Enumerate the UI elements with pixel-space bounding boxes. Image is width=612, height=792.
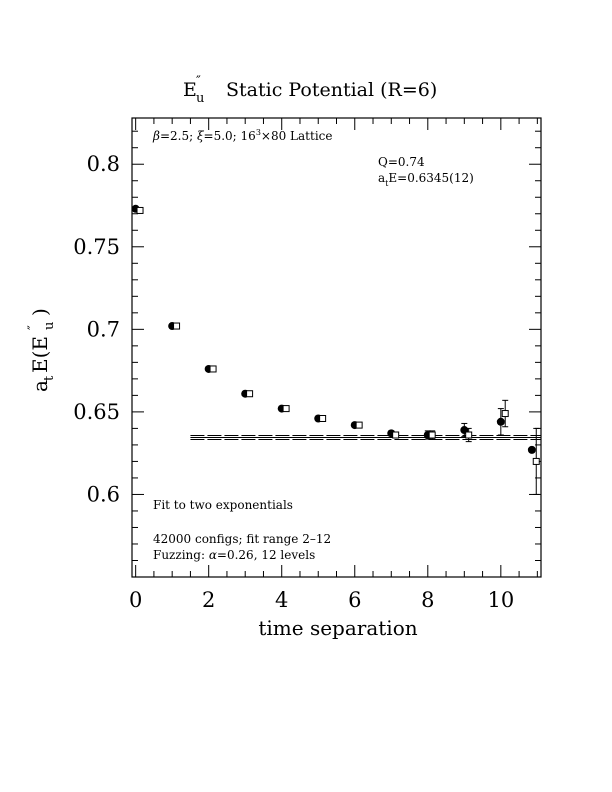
data-point-square bbox=[136, 206, 144, 214]
x-tick-label: 8 bbox=[421, 588, 434, 612]
data-point-circle bbox=[527, 445, 536, 454]
title-main: E bbox=[183, 79, 197, 101]
fuzzing-post: =0.26, 12 levels bbox=[217, 548, 315, 562]
energy-rest: E=0.6345(12) bbox=[388, 171, 473, 185]
data-point-square bbox=[532, 457, 540, 465]
configs-note: 42000 configs; fit range 2–12 bbox=[153, 532, 331, 546]
energy-a: a bbox=[378, 171, 385, 185]
data-point-square bbox=[501, 410, 509, 418]
axis-ticks bbox=[132, 118, 541, 577]
lattice-rest1: =2.5; bbox=[160, 129, 197, 143]
x-tick-label: 6 bbox=[348, 588, 361, 612]
x-tick-labels: 0 2 4 6 8 10 bbox=[129, 588, 514, 612]
data-point-circle bbox=[496, 417, 505, 426]
annotations: β=2.5; ξ=5.0; 163×80 Lattice Q=0.74 atE=… bbox=[152, 128, 474, 562]
energy-value: atE=0.6345(12) bbox=[378, 171, 474, 188]
lattice-sup: 3 bbox=[256, 128, 261, 137]
ylabel-mid: E(E bbox=[28, 336, 52, 373]
lattice-info: β=2.5; ξ=5.0; 163×80 Lattice bbox=[152, 128, 332, 143]
data-point-square bbox=[173, 322, 181, 330]
lattice-rest3: ×80 Lattice bbox=[261, 129, 333, 143]
data-markers bbox=[131, 204, 540, 495]
y-axis-title: a t E(E ″ u ) bbox=[26, 308, 57, 392]
data-point-square bbox=[392, 431, 400, 439]
fuzzing-alpha: α bbox=[209, 548, 217, 562]
data-point-square bbox=[246, 390, 254, 398]
y-tick-labels: 0.6 0.65 0.7 0.75 0.8 bbox=[73, 152, 120, 506]
data-point-square bbox=[355, 421, 363, 429]
data-point-square bbox=[428, 431, 436, 439]
title-rest: Static Potential (R=6) bbox=[226, 79, 437, 101]
y-tick-label: 0.6 bbox=[87, 482, 120, 506]
data-point-square bbox=[282, 405, 290, 413]
y-tick-label: 0.75 bbox=[73, 235, 120, 259]
lattice-beta: β bbox=[152, 129, 160, 143]
y-tick-label: 0.8 bbox=[87, 152, 120, 176]
x-tick-label: 10 bbox=[487, 588, 514, 612]
fuzzing-note: Fuzzing: α=0.26, 12 levels bbox=[153, 548, 315, 562]
x-axis-title: time separation bbox=[258, 616, 417, 640]
ylabel-sub: t bbox=[42, 375, 57, 381]
lattice-xi: ξ bbox=[197, 129, 205, 143]
data-point-square bbox=[319, 414, 327, 422]
fit-note: Fit to two exponentials bbox=[153, 498, 293, 512]
energy-sub: t bbox=[385, 179, 389, 188]
fuzzing-pre: Fuzzing: bbox=[153, 548, 209, 562]
ylabel-sup: ″ bbox=[26, 325, 41, 330]
ylabel-sub2: u bbox=[42, 322, 57, 330]
fit-band bbox=[190, 435, 541, 440]
y-tick-label: 0.7 bbox=[87, 317, 120, 341]
title-sub: u bbox=[196, 91, 204, 106]
data-point-square bbox=[465, 431, 473, 439]
title-sup: ″ bbox=[196, 74, 201, 89]
chart-title: E ″ u Static Potential (R=6) bbox=[183, 74, 437, 106]
ylabel-end: ) bbox=[28, 308, 52, 316]
q-value: Q=0.74 bbox=[378, 155, 425, 169]
x-tick-label: 2 bbox=[202, 588, 215, 612]
x-tick-label: 4 bbox=[275, 588, 288, 612]
data-point-square bbox=[209, 365, 217, 373]
x-tick-label: 0 bbox=[129, 588, 142, 612]
lattice-rest2: =5.0; 16 bbox=[204, 129, 256, 143]
y-tick-label: 0.65 bbox=[73, 400, 120, 424]
ylabel-main: a bbox=[28, 380, 52, 392]
